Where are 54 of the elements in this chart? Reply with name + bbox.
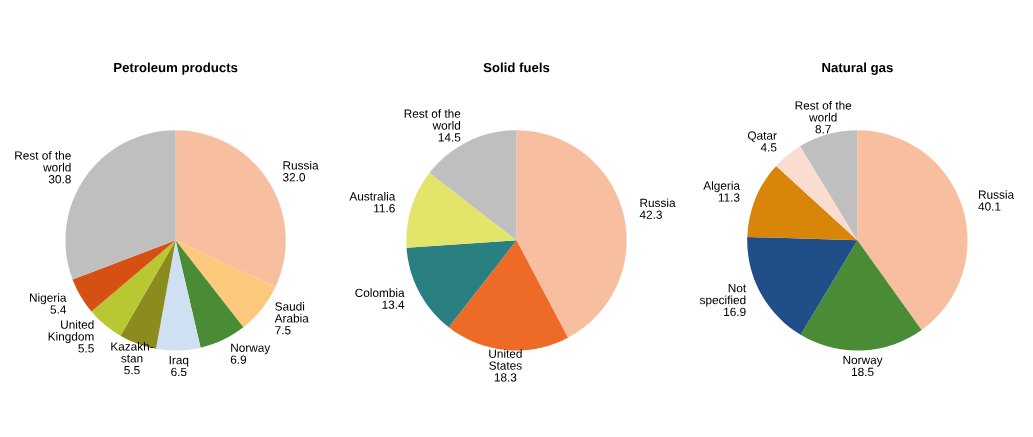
slice-label: Rest of the world bbox=[795, 100, 852, 122]
slice-label: Norway bbox=[231, 343, 271, 355]
pie-slice bbox=[72, 240, 176, 312]
slice-label: Colombia bbox=[355, 288, 405, 297]
slice-label: Russia bbox=[978, 190, 1015, 199]
chart-title: Natural gas bbox=[822, 62, 893, 75]
slice-label: Rest of the world bbox=[404, 109, 461, 130]
data-label: 5.5 bbox=[124, 366, 140, 375]
slice-label: Russia bbox=[640, 198, 676, 208]
slice-label: Algeria bbox=[703, 181, 741, 193]
slice-label: Russia bbox=[283, 160, 319, 170]
data-label: 11.6 bbox=[374, 204, 395, 213]
slice-label: United States bbox=[489, 349, 522, 370]
pie-slice bbox=[800, 240, 922, 351]
slice-label: Not specified bbox=[699, 284, 747, 307]
chart-title: Solid fuels bbox=[483, 62, 550, 73]
pie-slice bbox=[516, 130, 627, 338]
slice-label: Qatar bbox=[747, 131, 777, 142]
pie-slice bbox=[406, 172, 517, 248]
slice-label: United Kingdom bbox=[48, 320, 94, 344]
slice-label: Iraq bbox=[169, 356, 189, 367]
pie-slice bbox=[156, 240, 201, 351]
slice-label: Kazakh- stan bbox=[111, 341, 154, 363]
slice-label: Norway bbox=[843, 355, 883, 367]
data-label: 6.9 bbox=[230, 355, 247, 364]
chart-title: Petroleum products bbox=[114, 62, 238, 75]
data-label: 13.4 bbox=[382, 300, 405, 309]
data-label: 30.8 bbox=[48, 175, 71, 184]
pie-slice bbox=[747, 236, 858, 335]
data-label: 40.1 bbox=[978, 202, 1001, 211]
slice-label: Australia bbox=[349, 191, 396, 201]
data-label: 42.3 bbox=[639, 210, 662, 219]
pie-slice bbox=[448, 240, 569, 351]
data-label: 32.0 bbox=[282, 173, 306, 182]
data-label: 5.4 bbox=[50, 305, 67, 314]
pie-slice bbox=[175, 240, 276, 328]
data-label: 14.5 bbox=[438, 133, 461, 142]
pie-slice bbox=[776, 146, 858, 241]
pie-slice bbox=[406, 240, 517, 328]
pie-slice bbox=[747, 165, 858, 241]
data-label: 18.3 bbox=[494, 373, 517, 382]
data-label: 16.9 bbox=[724, 307, 746, 317]
slice-label: Nigeria bbox=[29, 293, 67, 305]
data-label: 7.5 bbox=[275, 326, 291, 335]
data-label: 5.5 bbox=[78, 344, 94, 353]
pie-slice bbox=[857, 130, 968, 330]
data-label: 18.5 bbox=[851, 367, 874, 377]
slice-label: Saudi Arabia bbox=[274, 301, 309, 323]
pie-slice bbox=[429, 130, 517, 241]
data-label: 4.5 bbox=[760, 143, 777, 152]
data-label: 6.5 bbox=[171, 367, 187, 377]
slice-label: Rest of the world bbox=[15, 151, 71, 172]
data-label: 8.7 bbox=[815, 125, 831, 134]
data-label: 11.3 bbox=[718, 193, 740, 202]
